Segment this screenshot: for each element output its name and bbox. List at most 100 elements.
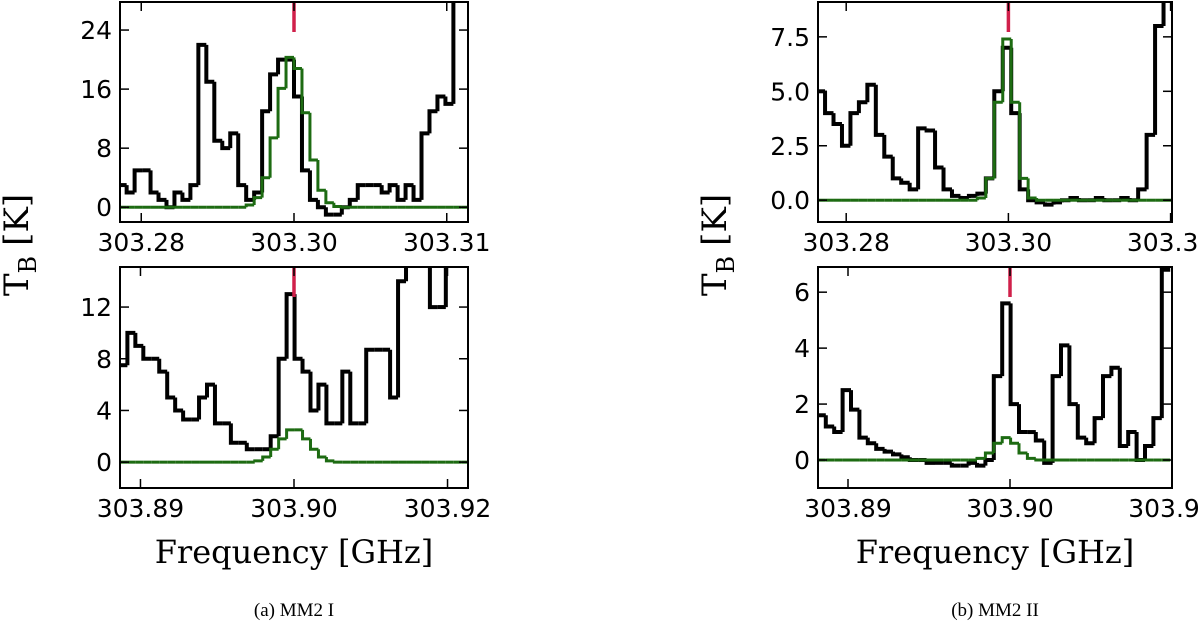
spectrum-step <box>882 448 893 454</box>
panel: 0.0 2.5 5.0 7.5 303.28 303.30 303.31 TB [K] <box>695 1 1200 296</box>
y-tick-label: 0 <box>794 446 810 475</box>
panel: 0 4 8 12 303.89 303.90 303.92 Frequency [GHz] (a… <box>80 266 491 621</box>
spectrum-step <box>443 267 448 308</box>
spectrum-step <box>364 347 375 424</box>
spectrum-step <box>340 369 351 424</box>
spectrum-step <box>284 55 294 89</box>
x-tick-label: 303.31 <box>403 228 490 257</box>
spectrum-step <box>307 170 318 202</box>
y-axis-label: TB [K] <box>695 194 740 296</box>
spectrum-step <box>916 126 927 190</box>
spectrum-step <box>992 100 1003 179</box>
spectrum-step <box>941 167 952 192</box>
spectrum-step <box>933 130 944 170</box>
spectrum-step <box>839 123 851 148</box>
y-axis-label-subscript: B <box>14 256 42 274</box>
y-axis-label-main: T <box>695 273 735 296</box>
spectrum-step <box>292 59 302 99</box>
spectrum-step <box>268 434 279 450</box>
spectrum-step <box>840 388 851 433</box>
spectrum-step <box>268 136 279 178</box>
spectrum-step <box>451 2 462 104</box>
spectrum-step <box>236 133 247 188</box>
spectrum-step <box>332 202 342 208</box>
spectrum-step <box>276 86 287 138</box>
spectrum-step <box>277 437 287 450</box>
spectrum-step <box>244 185 255 202</box>
spectrum-step <box>1050 374 1061 463</box>
spectrum-step <box>260 109 271 193</box>
y-axis-label-unit: [K] <box>695 194 735 246</box>
axes-frame <box>817 1 1173 223</box>
spectrum-step <box>308 371 319 413</box>
spectrum-step <box>332 460 343 464</box>
spectrum-step <box>148 170 159 195</box>
spectrum-step <box>292 294 303 361</box>
axes-frame <box>119 1 469 223</box>
x-tick-label: 303.28 <box>802 228 889 257</box>
spectrum-step <box>419 131 430 200</box>
spectrum-step <box>1001 37 1012 103</box>
spectrum-step <box>1034 458 1045 462</box>
spectrum-step <box>355 183 366 200</box>
spectrum-step <box>180 192 191 202</box>
spectrum-step <box>1042 440 1053 465</box>
spectrum-step <box>1117 367 1129 449</box>
spectrum-step <box>966 460 977 466</box>
spectrum-step <box>315 199 326 210</box>
spectrum-step <box>958 195 969 201</box>
x-tick-label: 303.92 <box>1128 494 1200 523</box>
spectrum-step <box>388 349 399 400</box>
x-tick-label: 303.30 <box>965 228 1052 257</box>
spectrum-step <box>340 205 350 209</box>
spectrum-step <box>308 438 319 451</box>
spectrum-step <box>899 178 910 185</box>
spectrum-step <box>1033 432 1045 443</box>
x-axis-label: Frequency [GHz] <box>856 533 1135 571</box>
spectrum-step <box>300 358 311 374</box>
spectrum-step <box>874 443 885 451</box>
spectrum-step <box>1143 444 1154 461</box>
spectrum-step <box>1009 437 1019 445</box>
spectrum-step <box>975 462 986 468</box>
spectrum-step <box>125 330 136 366</box>
spectrum-step <box>1025 453 1036 460</box>
panel: 0 8 16 24 303.28 303.30 303.31 TB [K] <box>0 1 490 296</box>
spectrum-step <box>983 451 994 459</box>
x-tick-label: 303.90 <box>250 494 337 523</box>
spectrum-step <box>324 456 335 463</box>
spectrum-step <box>172 190 183 208</box>
spectrum-step <box>324 190 334 205</box>
spectrum-step <box>244 442 255 452</box>
spectrum-step <box>427 267 438 310</box>
spectrum-step <box>823 415 835 429</box>
spectrum-step <box>132 168 143 193</box>
spectrum-step <box>188 183 199 200</box>
spectrum-step <box>1009 39 1020 104</box>
spectrum-step <box>157 358 168 374</box>
y-tick-label: 16 <box>80 75 112 104</box>
spectrum-step <box>133 332 144 348</box>
y-tick-label: 8 <box>96 345 112 374</box>
spectrum-step <box>831 113 842 126</box>
spectrum-step <box>348 371 359 426</box>
spectrum-step <box>856 100 868 114</box>
spectrum-step <box>141 345 152 361</box>
spectrum-step <box>316 449 327 459</box>
plot-area <box>818 2 1172 207</box>
x-tick-label: 303.89 <box>804 494 891 523</box>
x-tick-label: 303.90 <box>966 494 1053 523</box>
spectrum-step <box>857 409 868 440</box>
spectrum-step <box>891 451 902 457</box>
spectrum-step <box>196 42 207 186</box>
y-tick-label: 4 <box>96 396 112 425</box>
spectrum-step <box>212 384 223 426</box>
y-tick-label: 4 <box>794 334 810 363</box>
spectrum-step <box>204 44 215 84</box>
spectrum-step <box>396 279 407 398</box>
spectrum-step <box>1151 416 1162 447</box>
y-tick-label: 5.0 <box>770 77 810 106</box>
spectrum-step <box>924 128 936 133</box>
spectrum-step <box>1000 301 1011 377</box>
spectrum-step <box>1017 404 1028 435</box>
